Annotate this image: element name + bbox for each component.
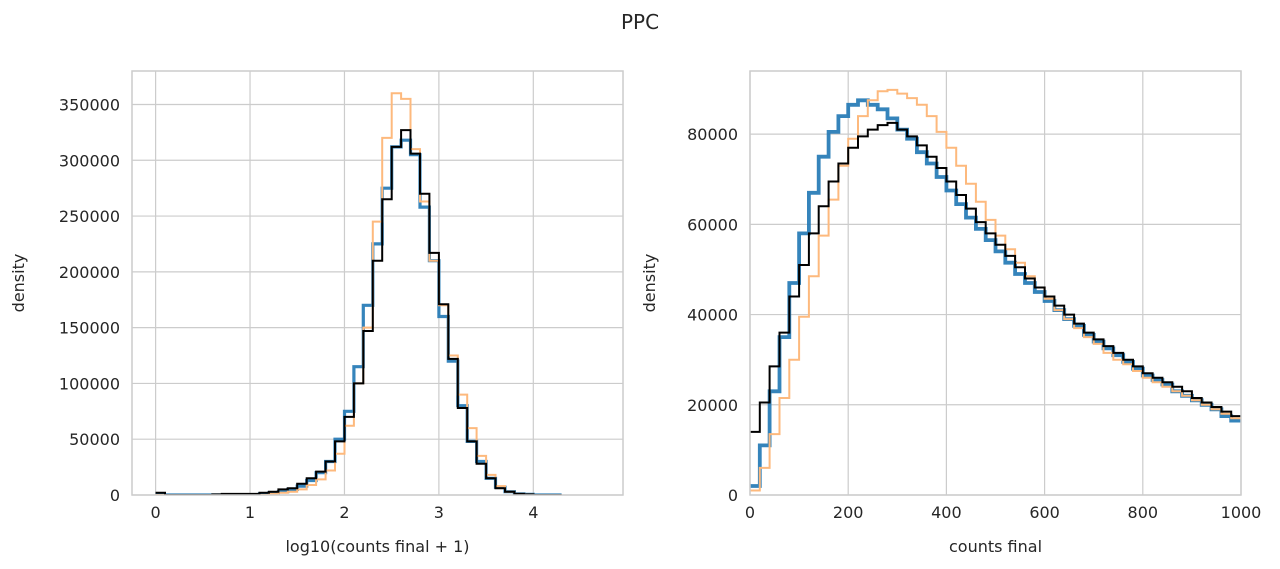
series-line-1: [750, 88, 1241, 492]
plot-frame: [131, 70, 624, 496]
y-tick-label: 350000: [59, 95, 120, 114]
y-tick-label: 150000: [59, 319, 120, 338]
series-line-2: [750, 121, 1241, 433]
x-axis-label: counts final: [949, 537, 1042, 556]
x-tick-label: 600: [1029, 503, 1060, 522]
y-tick-label: 80000: [687, 125, 738, 144]
y-tick-label: 40000: [687, 306, 738, 325]
x-tick-label: 800: [1128, 503, 1159, 522]
y-tick-label: 300000: [59, 151, 120, 170]
series-line-0: [750, 98, 1241, 488]
figure-title: PPC: [620, 10, 660, 34]
x-axis-label: log10(counts final + 1): [285, 537, 469, 556]
y-tick-label: 250000: [59, 207, 120, 226]
x-tick-label: 400: [931, 503, 962, 522]
y-tick-label: 20000: [687, 396, 738, 415]
chart-left: 0 1 2 3 4 0 50000 100000 150000 200000 250000 30000…: [9, 70, 624, 556]
plot-frame: [749, 70, 1242, 496]
x-tick-label: 0: [745, 503, 755, 522]
y-tick-label: 50000: [69, 430, 120, 449]
series-line-0: [155, 138, 562, 495]
x-tick-label: 1: [245, 503, 255, 522]
y-tick-label: 100000: [59, 374, 120, 393]
chart-right: 0 200 400 600 800 1000 0 20000 40000 60000 80000 co…: [640, 70, 1262, 556]
x-tick-label: 3: [434, 503, 444, 522]
y-tick-label: 60000: [687, 215, 738, 234]
x-tick-label: 2: [339, 503, 349, 522]
x-tick-label: 4: [528, 503, 538, 522]
y-tick-label: 0: [728, 486, 738, 505]
series-line-2: [155, 129, 562, 495]
y-axis-label: density: [640, 254, 659, 313]
y-axis-label: density: [9, 254, 28, 313]
series-line-1: [155, 92, 562, 495]
x-tick-label: 200: [833, 503, 864, 522]
x-tick-label: 0: [151, 503, 161, 522]
x-tick-label: 1000: [1221, 503, 1262, 522]
y-tick-label: 0: [110, 486, 120, 505]
y-tick-label: 200000: [59, 263, 120, 282]
